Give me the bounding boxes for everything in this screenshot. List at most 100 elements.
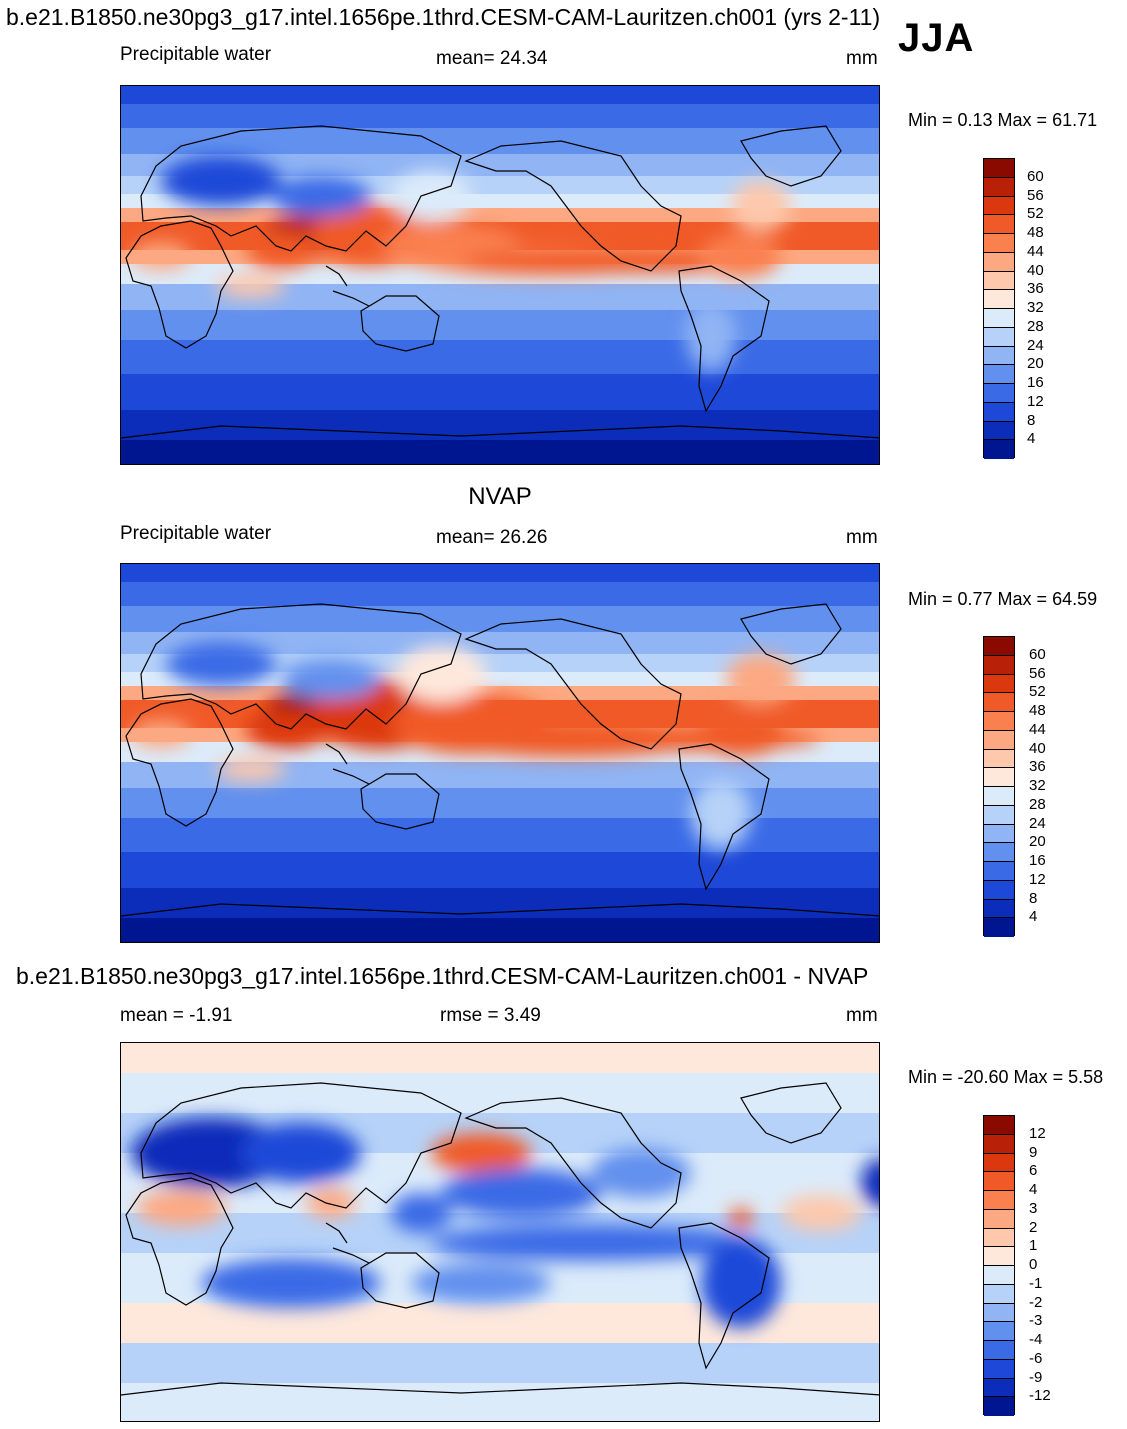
coastline	[140, 603, 462, 730]
coastline	[678, 265, 770, 413]
panel3-title: b.e21.B1850.ne30pg3_g17.intel.1656pe.1th…	[16, 963, 869, 989]
colorbar-tick-label: 48	[1029, 702, 1046, 719]
coastline	[740, 1082, 842, 1144]
colorbar-tick-label: -9	[1029, 1368, 1043, 1386]
colorbar-tick-label: 28	[1029, 795, 1046, 813]
colorbar-segment	[984, 730, 1014, 750]
colorbar-tick-label: 12	[1029, 1124, 1046, 1142]
latitude-band	[121, 374, 879, 410]
field-feature	[729, 1208, 753, 1228]
latitude-band	[121, 852, 879, 888]
colorbar-tick-label: 60	[1029, 645, 1046, 663]
panel1-map	[120, 85, 880, 465]
colorbar-segment	[984, 880, 1014, 900]
latitude-band	[121, 410, 879, 440]
colorbar-segment	[984, 1322, 1014, 1341]
colorbar-segment	[984, 234, 1014, 253]
latitude-band	[121, 582, 879, 606]
colorbar-segment	[984, 1228, 1014, 1248]
field-feature	[216, 274, 286, 298]
colorbar-tick-label: -6	[1029, 1349, 1043, 1367]
colorbar-tick-label: 12	[1027, 392, 1044, 410]
field-feature	[246, 233, 316, 269]
field-feature	[696, 712, 786, 756]
coastline	[332, 768, 370, 785]
colorbar-tick-label: 20	[1029, 833, 1046, 851]
colorbar-segment	[984, 1397, 1014, 1416]
panel1-colorbar	[983, 158, 1015, 459]
colorbar-segment	[984, 712, 1014, 731]
colorbar-segment	[984, 402, 1014, 422]
latitude-band	[121, 818, 879, 852]
map-plot	[121, 1043, 879, 1421]
latitude-band	[121, 86, 879, 104]
field-feature	[701, 1238, 781, 1328]
colorbar-tick-label: 20	[1027, 355, 1044, 373]
colorbar-segment	[984, 674, 1014, 694]
field-feature	[241, 1123, 361, 1183]
panel3-colorbar	[983, 1115, 1015, 1416]
colorbar-tick-label: 1	[1029, 1237, 1038, 1255]
latitude-band	[121, 918, 879, 942]
colorbar-tick-label: 44	[1027, 242, 1044, 260]
field-feature	[396, 646, 486, 702]
colorbar-tick-label: 0	[1029, 1256, 1038, 1273]
colorbar-tick-label: 8	[1029, 889, 1038, 907]
panel1-mean-label: mean= 24.34	[436, 48, 548, 69]
colorbar-tick-label: 6	[1029, 1162, 1038, 1180]
coastline	[125, 220, 234, 349]
colorbar-segment	[984, 1266, 1014, 1285]
panel3-rmse-label: rmse = 3.49	[440, 1005, 541, 1026]
latitude-band	[121, 310, 879, 340]
latitude-band	[121, 632, 879, 654]
colorbar-tick-label: 28	[1027, 317, 1044, 335]
field-feature	[166, 642, 276, 686]
field-feature	[161, 156, 281, 206]
colorbar-segment	[984, 215, 1014, 234]
colorbar-tick-label: -4	[1029, 1331, 1043, 1348]
colorbar-segment	[984, 421, 1014, 441]
colorbar-tick-label: 9	[1029, 1143, 1038, 1161]
season-label: JJA	[898, 16, 975, 60]
colorbar-segment	[984, 899, 1014, 919]
coastline	[332, 290, 370, 307]
colorbar-segment	[984, 290, 1014, 309]
coastline	[464, 618, 682, 750]
colorbar-segment	[984, 177, 1014, 197]
field-feature	[131, 1118, 291, 1188]
colorbar-tick-label: 48	[1027, 224, 1044, 241]
coastline	[325, 265, 348, 287]
colorbar-segment	[984, 1303, 1014, 1323]
field-feature	[431, 1133, 531, 1173]
field-feature	[686, 301, 736, 371]
colorbar-segment	[984, 365, 1014, 384]
latitude-band	[121, 1383, 879, 1421]
colorbar-segment	[984, 1209, 1014, 1229]
colorbar-segment	[984, 768, 1014, 787]
colorbar-tick-label: 24	[1029, 814, 1046, 832]
colorbar-segment	[984, 693, 1014, 712]
colorbar-segment	[984, 1247, 1014, 1266]
main-title: b.e21.B1850.ne30pg3_g17.intel.1656pe.1th…	[6, 4, 881, 30]
colorbar-segment	[984, 1378, 1014, 1398]
colorbar-segment	[984, 1172, 1014, 1191]
latitude-band	[121, 154, 879, 176]
field-feature	[136, 1190, 226, 1226]
field-feature	[701, 234, 781, 278]
field-feature	[131, 242, 191, 270]
colorbar-segment	[984, 1359, 1014, 1379]
colorbar-segment	[984, 805, 1014, 825]
colorbar-tick-label: 3	[1029, 1199, 1038, 1217]
colorbar-tick-label: 32	[1029, 777, 1046, 794]
colorbar-tick-label: -12	[1029, 1387, 1051, 1405]
colorbar-tick-label: 52	[1027, 205, 1044, 223]
panel1-units-label: mm	[846, 48, 878, 69]
colorbar-segment	[984, 655, 1014, 675]
colorbar-segment	[984, 271, 1014, 291]
field-feature	[391, 171, 471, 221]
colorbar-tick-label: -3	[1029, 1312, 1043, 1330]
panel3-units-label: mm	[846, 1005, 878, 1026]
field-feature	[591, 1148, 691, 1198]
coastline	[464, 140, 682, 272]
colorbar-tick-label: 36	[1029, 758, 1046, 776]
